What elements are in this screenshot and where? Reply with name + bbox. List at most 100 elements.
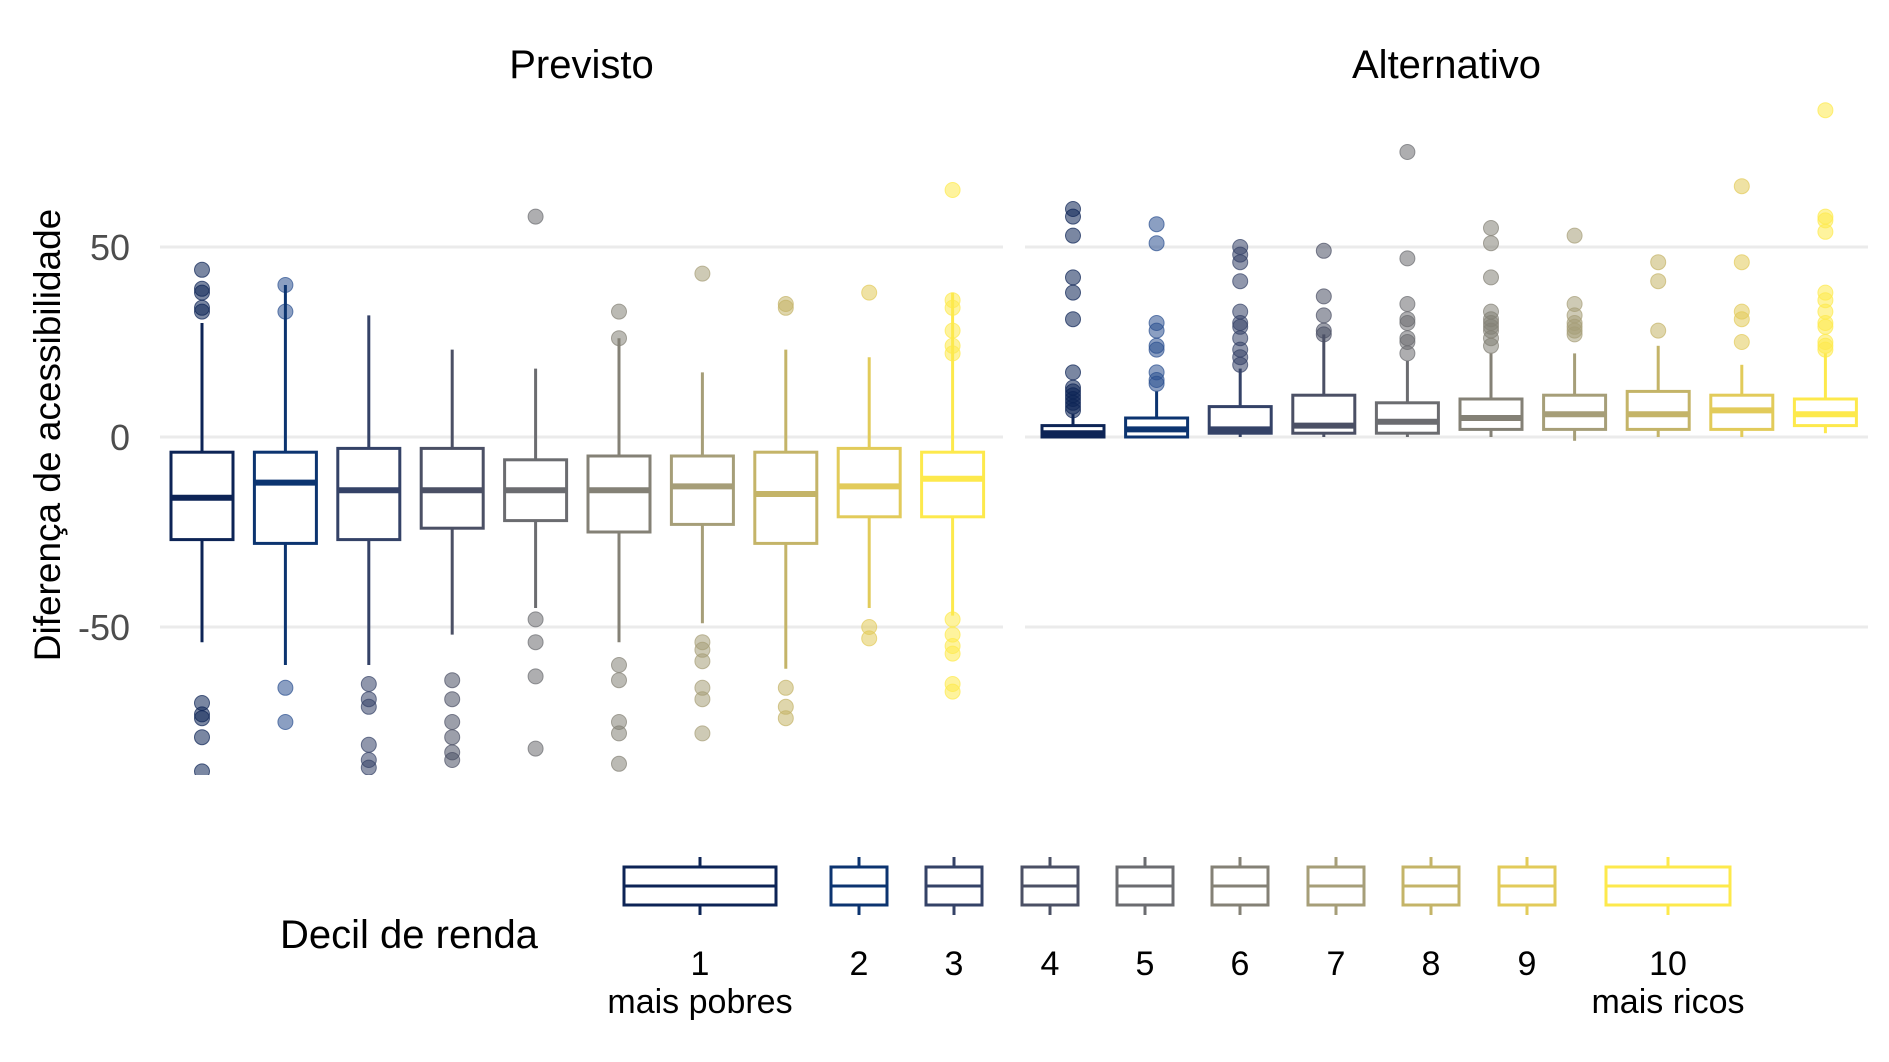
outlier-point [1065,311,1081,328]
outlier-point [1399,345,1416,362]
outlier-point [1650,273,1667,290]
box-rect [1625,389,1691,431]
box-previsto-9 [836,284,902,647]
outlier-point [444,714,461,730]
outlier-point [444,691,461,708]
box-rect [753,450,819,545]
box-alternativo-5 [1374,144,1440,437]
legend-label-2: 2 [850,945,869,983]
outlier-point [1399,250,1416,267]
box-previsto-8 [753,296,819,727]
panel-title-2: Alternativo [1352,43,1541,87]
outlier-point [611,672,627,689]
outlier-point [1065,284,1081,301]
box-alternativo-6 [1458,220,1524,437]
outlier-point [194,763,210,775]
outlier-point [611,755,627,772]
y-tick-label: -50 [78,607,130,648]
box-alternativo-10 [1792,102,1858,434]
legend-label-3: 3 [945,945,964,983]
outlier-point [360,698,377,715]
outlier-point [694,653,711,670]
y-tick-labels: 50 0 -50 [78,227,130,648]
outlier-point [1399,144,1416,160]
legend-key-4: 4 [1020,857,1080,983]
legend-label-1: 1 [691,945,710,983]
outlier-point [1399,296,1416,312]
outlier-point [1148,322,1165,339]
box-rect [1374,401,1440,435]
outlier-point [527,634,544,651]
outlier-point [1065,208,1081,225]
outlier-point [694,265,711,282]
box-rect [836,446,902,519]
legend-label-5: 5 [1136,945,1155,983]
outlier-point [1065,269,1081,286]
outlier-point [694,725,711,742]
outlier-point [611,303,627,320]
outlier-point [1733,334,1750,350]
box-previsto-5 [503,208,569,757]
outlier-point [444,729,461,746]
outlier-point [1817,223,1834,240]
outlier-point [194,710,210,727]
legend-key-1: 1 [622,857,778,983]
outlier-point [944,683,961,700]
y-axis-label: Diferença de acessibilidade [27,209,68,662]
box-alternativo-3 [1207,239,1273,437]
legend-title: Decil de renda [280,913,539,957]
legend-label-9: 9 [1518,945,1537,983]
box-previsto-3 [336,315,402,775]
box-alternativo-1 [1040,201,1106,439]
box-alternativo-9 [1709,178,1775,437]
outlier-point [444,672,461,689]
outlier-point [1065,227,1081,244]
box-previsto-4 [419,349,485,768]
outlier-point [944,645,961,662]
outlier-point [611,725,627,742]
box-rect [920,450,986,519]
legend-key-2: 2 [829,857,889,983]
outlier-point [1650,254,1667,271]
outlier-point [1148,375,1165,392]
legend-key-3: 3 [924,857,984,983]
outlier-point [1733,254,1750,271]
outlier-point [1232,273,1249,290]
outlier-point [527,668,544,685]
box-alternativo-8 [1625,254,1691,437]
outlier-point [1399,315,1416,331]
box-alternativo-2 [1124,216,1190,439]
outlier-point [1148,341,1165,358]
legend-key-7: 7 [1306,857,1366,983]
outlier-point [777,299,794,316]
outlier-point [194,303,210,320]
outlier-point [861,284,878,301]
outlier-point [360,759,377,775]
outlier-point [611,657,627,673]
legend-label-6: 6 [1231,945,1250,983]
outlier-point [1733,311,1750,328]
box-previsto-10 [920,182,986,700]
outlier-point [527,208,544,225]
outlier-point [1566,227,1583,244]
legend: 1 2 3 4 5 6 7 8 9 10 mais pobres mais ricos [607,857,1745,1021]
outlier-point [1733,178,1750,195]
panels: Previsto Alternativo [160,43,1868,775]
outlier-point [1483,235,1499,252]
y-tick-label: 0 [110,417,130,458]
y-tick-label: 50 [90,227,130,268]
legend-key-6: 6 [1210,857,1270,983]
outlier-point [1148,216,1165,233]
outlier-point [1148,235,1165,252]
outlier-point [777,710,794,727]
panel-title-1: Previsto [509,43,654,87]
outlier-point [1315,288,1332,305]
panel-1: Previsto [160,43,1003,775]
outlier-point [194,729,210,746]
outlier-point [527,611,544,628]
box-previsto-7 [669,265,735,742]
box-rect [669,454,735,526]
outlier-point [444,752,461,768]
outlier-point [194,261,210,278]
